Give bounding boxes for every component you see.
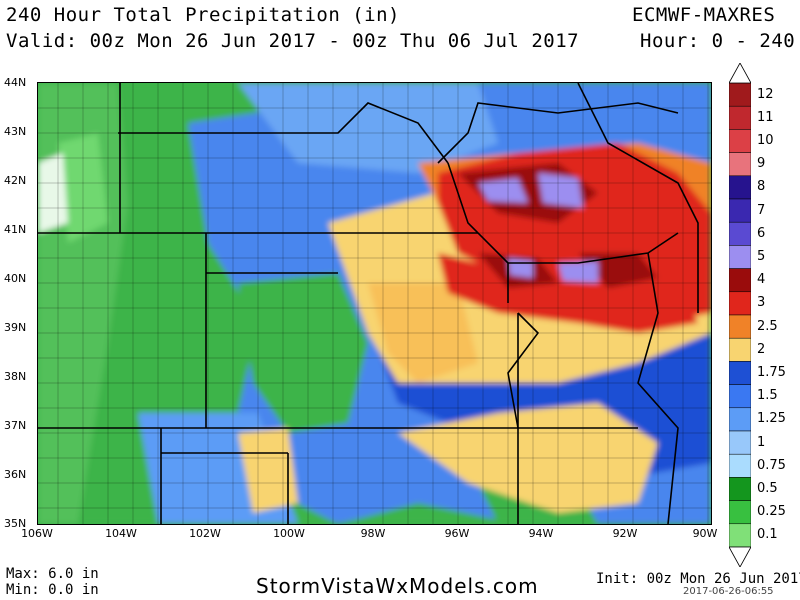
lat-label: 43N <box>4 125 27 138</box>
legend-swatch <box>729 198 751 223</box>
legend-swatch <box>729 500 751 525</box>
legend-swatch <box>729 245 751 269</box>
legend-label: 1.25 <box>757 411 786 427</box>
legend-swatch <box>729 291 751 316</box>
legend-label: 0.75 <box>757 457 786 473</box>
county-grid <box>38 83 711 524</box>
legend-label: 0.5 <box>757 481 778 496</box>
precip-fill-layer <box>38 83 711 524</box>
legend-swatch <box>729 337 751 362</box>
init-time: Init: 00z Mon 26 Jun 2017 <box>596 571 800 587</box>
site-name: StormVistaWxModels.com <box>256 574 539 598</box>
legend-label: 0.1 <box>757 527 778 543</box>
color-legend <box>729 63 751 567</box>
legend-swatch <box>729 105 751 130</box>
lon-label: 106W <box>21 527 53 540</box>
legend-swatch <box>729 407 751 432</box>
lat-label: 38N <box>4 370 27 383</box>
lat-label: 42N <box>4 174 27 187</box>
legend-swatch <box>729 477 751 501</box>
legend-swatch <box>729 82 751 107</box>
legend-label: 8 <box>757 179 766 195</box>
max-value: Max: 6.0 in <box>6 566 99 582</box>
valid-period: Valid: 00z Mon 26 Jun 2017 - 00z Thu 06 … <box>6 30 580 52</box>
min-value: Min: 0.0 in <box>6 582 99 598</box>
legend-label: 2.5 <box>757 318 778 334</box>
legend-label: 11 <box>757 109 774 125</box>
lon-label: 98W <box>360 527 386 540</box>
legend-label: 12 <box>757 86 774 102</box>
legend-swatch <box>729 523 751 548</box>
legend-swatch <box>729 221 751 246</box>
legend-swatch <box>729 175 751 200</box>
legend-arrow-bottom <box>729 546 751 567</box>
legend-swatch <box>729 152 751 177</box>
lon-label: 102W <box>189 527 221 540</box>
legend-swatch <box>729 384 751 409</box>
precipitation-map <box>37 82 712 525</box>
legend-label: 3 <box>757 295 766 311</box>
legend-label: 10 <box>757 133 774 148</box>
legend-label: 4 <box>757 272 766 288</box>
lon-label: 96W <box>444 527 470 540</box>
legend-label: 9 <box>757 156 766 172</box>
lat-label: 39N <box>4 321 27 334</box>
legend-label: 6 <box>757 225 766 241</box>
forecast-hours: Hour: 0 - 240 <box>640 30 796 52</box>
legend-label: 5 <box>757 249 766 264</box>
lat-label: 37N <box>4 419 27 432</box>
legend-swatch <box>729 268 751 293</box>
lat-label: 36N <box>4 468 27 481</box>
timestamp: 2017-06-26-06:55 <box>683 586 774 597</box>
legend-label: 1.5 <box>757 388 778 404</box>
legend-swatch <box>729 430 751 455</box>
lon-label: 94W <box>528 527 554 540</box>
legend-arrow-top <box>729 63 751 84</box>
legend-label: 0.25 <box>757 504 786 520</box>
lat-label: 44N <box>4 76 27 89</box>
map-title: 240 Hour Total Precipitation (in) <box>6 4 400 26</box>
lon-label: 104W <box>105 527 137 540</box>
legend-swatch <box>729 453 751 478</box>
lon-label: 100W <box>273 527 305 540</box>
state-borders <box>38 83 699 524</box>
lon-label: 90W <box>692 527 718 540</box>
legend-label: 7 <box>757 202 766 218</box>
lat-label: 40N <box>4 272 27 285</box>
legend-swatch <box>729 129 751 153</box>
legend-label: 1 <box>757 434 766 450</box>
model-name: ECMWF-MAXRES <box>632 4 776 26</box>
legend-label: 1.75 <box>757 365 786 380</box>
lat-label: 41N <box>4 223 27 236</box>
legend-swatch <box>729 314 751 339</box>
lon-label: 92W <box>612 527 638 540</box>
precipitation-map-graphic <box>38 83 711 524</box>
lat-label: 35N <box>4 517 27 530</box>
legend-swatch <box>729 361 751 385</box>
legend-label: 2 <box>757 341 766 357</box>
